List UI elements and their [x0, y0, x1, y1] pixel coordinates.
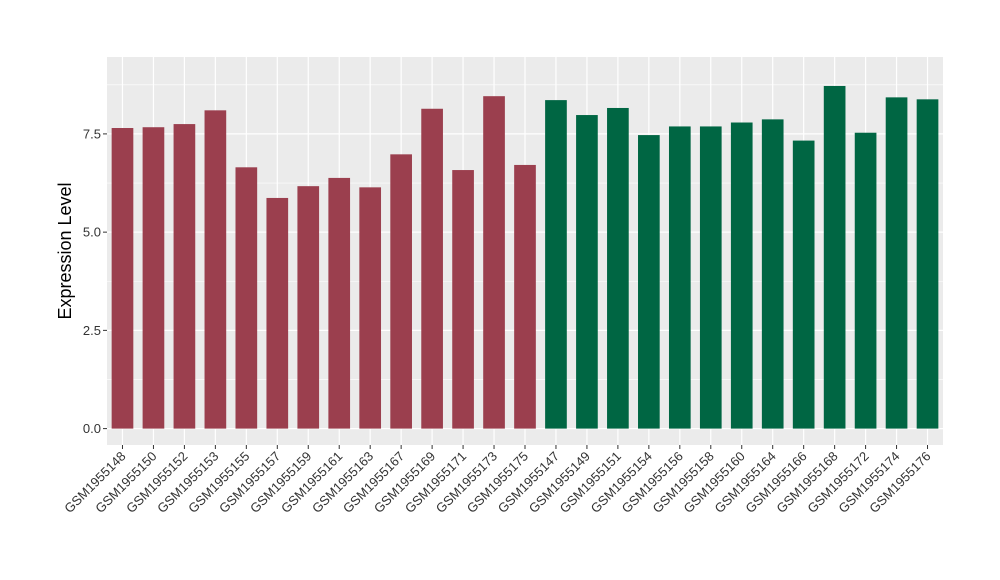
bar-GSM1955168: [823, 85, 846, 429]
bar-GSM1955157: [266, 197, 289, 429]
bar-GSM1955155: [235, 167, 258, 429]
y-tick-label: 0.0: [83, 421, 101, 436]
y-axis: 0.0 2.5 5.0 7.5: [83, 126, 107, 436]
bar-GSM1955161: [328, 177, 351, 429]
bar-GSM1955159: [297, 186, 320, 429]
y-tick-label: 7.5: [83, 126, 101, 141]
bar-GSM1955158: [699, 126, 722, 429]
bars: [111, 85, 939, 429]
y-tick-label: 5.0: [83, 225, 101, 240]
bar-GSM1955171: [452, 170, 474, 429]
bar-GSM1955152: [173, 124, 196, 429]
x-axis: GSM1955148GSM1955150GSM1955152GSM1955153…: [61, 445, 934, 516]
bar-GSM1955147: [545, 100, 567, 429]
bar-GSM1955149: [576, 115, 598, 429]
bar-GSM1955154: [638, 135, 660, 429]
bar-GSM1955175: [514, 164, 536, 429]
y-axis-title: Expression Level: [55, 182, 75, 319]
bar-GSM1955160: [730, 122, 753, 429]
bar-GSM1955163: [359, 187, 382, 429]
bar-GSM1955156: [668, 126, 691, 429]
bar-GSM1955153: [204, 110, 227, 429]
bar-GSM1955172: [854, 132, 877, 429]
bar-GSM1955166: [792, 140, 815, 429]
bar-GSM1955151: [607, 107, 629, 429]
bar-GSM1955148: [111, 128, 134, 429]
bar-GSM1955150: [142, 127, 165, 429]
bar-GSM1955173: [483, 96, 505, 429]
bar-GSM1955164: [761, 119, 784, 429]
bar-GSM1955174: [885, 97, 908, 429]
bar-GSM1955169: [421, 108, 443, 429]
bar-GSM1955167: [390, 154, 412, 429]
y-tick-label: 2.5: [83, 323, 101, 338]
bar-GSM1955176: [916, 99, 939, 429]
